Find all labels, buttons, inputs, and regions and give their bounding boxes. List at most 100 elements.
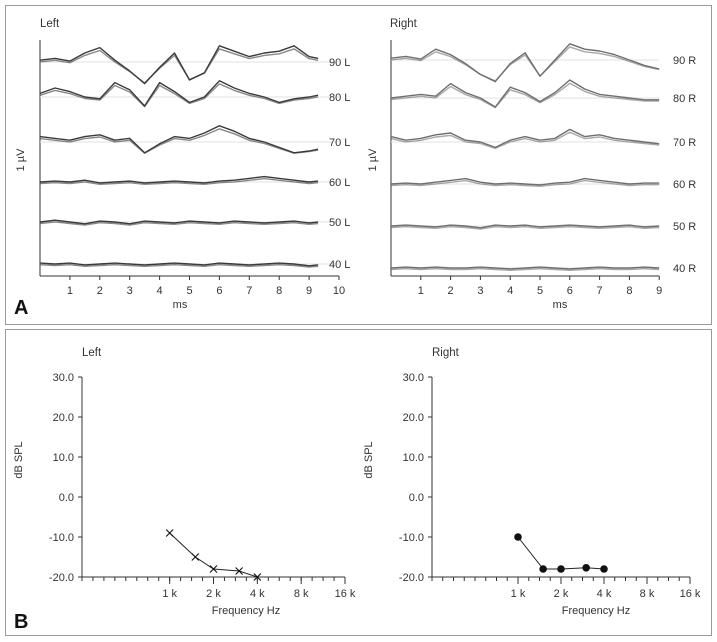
- x-tick-label: 6: [567, 285, 573, 297]
- x-tick-label: 5: [537, 285, 543, 297]
- x-tick-label: 9: [656, 285, 662, 297]
- dpoae-right-ylabel: dB SPL: [363, 441, 375, 478]
- panel-b-frame: [5, 329, 712, 636]
- x-tick-label: 4 k: [597, 588, 612, 600]
- x-tick-label: 4 k: [250, 588, 265, 600]
- panel-a-frame: [5, 5, 712, 325]
- abr-left-ylabel: 1 µV: [15, 148, 27, 172]
- abr-trace-repeat: [390, 225, 660, 230]
- data-point-x: [191, 553, 200, 561]
- abr-trace-repeat: [390, 46, 660, 82]
- data-point-dot: [600, 565, 608, 573]
- x-tick-label: 8: [276, 285, 282, 297]
- data-point-dot: [582, 564, 590, 572]
- x-tick-label: 16 k: [680, 588, 701, 600]
- trace-label: 70 L: [329, 137, 350, 149]
- x-tick-label: 7: [246, 285, 252, 297]
- trace-label: 90 L: [329, 57, 350, 69]
- abr-trace: [390, 43, 660, 83]
- y-tick-label: 30.0: [403, 372, 424, 384]
- y-tick-label: 10.0: [53, 452, 74, 464]
- x-tick-label: 8 k: [640, 588, 655, 600]
- dpoae-right-xlabel: Frequency Hz: [562, 605, 630, 617]
- abr-trace-repeat: [390, 179, 660, 188]
- y-tick-label: -10.0: [399, 532, 424, 544]
- trace-label: 40 L: [329, 259, 350, 271]
- abr-trace-repeat: [39, 177, 319, 186]
- x-tick-label: 16 k: [335, 588, 356, 600]
- dpoae-left-title: Left: [82, 347, 102, 359]
- dpoae-left-xlabel: Frequency Hz: [212, 605, 280, 617]
- dpoae-right-plot: 30.0 20.0 10.0 0.0 -10.0 -20.0 1 k 2 k 4 k 8 k 16 …: [399, 372, 701, 600]
- y-tick-label: 0.0: [409, 492, 424, 504]
- abr-trace: [39, 80, 319, 107]
- abr-trace-repeat: [390, 268, 660, 271]
- x-tick-label: 1: [418, 285, 424, 297]
- dpoae-left-plot: 30.0 20.0 10.0 0.0 -10.0 -20.0 1 k 2 k 4 k 8 k 16 …: [49, 372, 356, 600]
- data-point-x: [235, 567, 244, 575]
- abr-trace: [39, 125, 319, 154]
- panel-a-letter: A: [14, 297, 28, 319]
- trace-label: 80 R: [673, 93, 696, 105]
- trace-label: 90 R: [673, 55, 696, 67]
- y-tick-label: -20.0: [399, 572, 424, 584]
- abr-trace-repeat: [39, 83, 319, 108]
- abr-trace: [390, 177, 660, 186]
- abr-trace: [390, 79, 660, 108]
- x-tick-label: 8 k: [294, 588, 309, 600]
- abr-right-plot: 1 2 3 4 5 6 7 8 9 90 R 80 R 70 R 60 R 50 R 40 R: [390, 40, 696, 297]
- data-point-dot: [539, 565, 547, 573]
- trace-label: 60 R: [673, 179, 696, 191]
- x-tick-label: 6: [216, 285, 222, 297]
- data-point-x: [209, 565, 218, 573]
- abr-right-title: Right: [390, 18, 418, 30]
- trace-label: 50 R: [673, 221, 696, 233]
- x-tick-label: 1 k: [511, 588, 526, 600]
- abr-trace: [390, 128, 660, 149]
- x-tick-label: 1: [67, 285, 73, 297]
- panel-b-letter: B: [14, 611, 28, 633]
- x-tick-label: 4: [157, 285, 163, 297]
- x-tick-label: 9: [306, 285, 312, 297]
- x-tick-label: 3: [477, 285, 483, 297]
- abr-trace-repeat: [390, 82, 660, 109]
- x-tick-label: 2: [97, 285, 103, 297]
- x-tick-label: 2 k: [554, 588, 569, 600]
- y-tick-label: 20.0: [403, 412, 424, 424]
- abr-trace-repeat: [39, 221, 319, 226]
- x-tick-label: 5: [186, 285, 192, 297]
- y-tick-label: -20.0: [49, 572, 74, 584]
- x-tick-label: 2: [448, 285, 454, 297]
- x-tick-label: 7: [597, 285, 603, 297]
- y-tick-label: 0.0: [59, 492, 74, 504]
- abr-trace-repeat: [39, 128, 319, 154]
- abr-trace: [39, 262, 319, 267]
- y-tick-label: 10.0: [403, 452, 424, 464]
- abr-trace: [390, 266, 660, 270]
- data-point-x: [253, 573, 262, 581]
- abr-trace: [390, 224, 660, 229]
- abr-right-ylabel: 1 µV: [367, 148, 379, 172]
- trace-label: 40 R: [673, 263, 696, 275]
- panel-a: Left Right 1 µV 1 µV 1 2 3 4 5 6 7 8 9 10 90 L 80 L…: [14, 18, 696, 319]
- dpoae-left-ylabel: dB SPL: [13, 441, 25, 478]
- trace-label: 80 L: [329, 92, 350, 104]
- data-point-dot: [514, 533, 522, 541]
- abr-right-xlabel: ms: [553, 299, 568, 311]
- trace-label: 60 L: [329, 177, 350, 189]
- data-point-x: [165, 529, 174, 537]
- abr-trace: [39, 175, 319, 184]
- abr-trace-repeat: [39, 48, 319, 84]
- x-tick-label: 4: [507, 285, 513, 297]
- abr-trace-repeat: [390, 131, 660, 150]
- y-tick-label: 20.0: [53, 412, 74, 424]
- x-tick-label: 1 k: [162, 588, 177, 600]
- x-tick-label: 3: [127, 285, 133, 297]
- abr-left-plot: 1 2 3 4 5 6 7 8 9 10 90 L 80 L 70 L 60 L 50 L 40 L: [39, 40, 350, 297]
- y-tick-label: 30.0: [53, 372, 74, 384]
- x-tick-label: 2 k: [206, 588, 221, 600]
- trace-label: 50 L: [329, 217, 350, 229]
- data-point-dot: [557, 565, 565, 573]
- abr-trace-repeat: [39, 264, 319, 268]
